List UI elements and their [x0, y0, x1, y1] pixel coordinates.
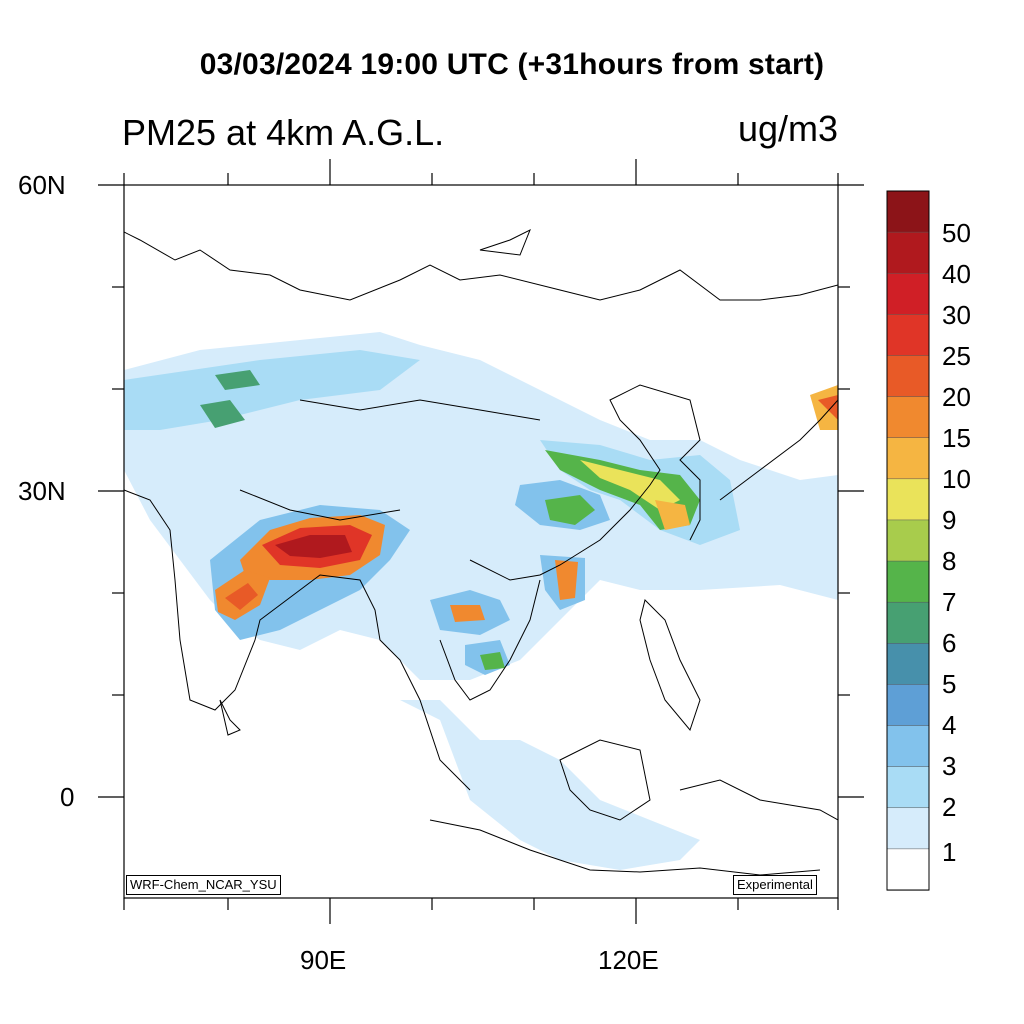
lat-label-30n: 30N	[18, 476, 66, 506]
lon-label-120e: 120E	[598, 945, 659, 975]
legend-swatch	[886, 766, 930, 809]
legend-swatch	[886, 725, 930, 768]
legend-swatch	[886, 231, 930, 274]
legend-swatch	[886, 314, 930, 357]
legend-label: 4	[942, 710, 957, 740]
units-label: ug/m3	[737, 108, 838, 149]
legend-swatch	[886, 684, 930, 727]
variable-label: PM25 at 4km A.G.L.	[122, 112, 445, 153]
legend-swatch	[886, 355, 930, 398]
legend-label: 25	[942, 341, 971, 371]
legend-label: 10	[942, 464, 971, 494]
legend-swatch	[886, 478, 930, 521]
lon-label-90e: 90E	[300, 945, 347, 975]
lat-label-60n: 60N	[18, 170, 66, 200]
experimental-label: Experimental	[733, 875, 817, 895]
legend-label: 40	[942, 259, 971, 289]
legend-swatch	[886, 807, 930, 850]
model-label: WRF-Chem_NCAR_YSU	[126, 875, 281, 895]
coastlines	[124, 228, 838, 876]
legend-swatch	[886, 601, 930, 644]
legend-label: 8	[942, 546, 957, 576]
legend-label: 30	[942, 300, 971, 330]
legend-label: 6	[942, 628, 957, 658]
legend-label: 7	[942, 587, 957, 617]
legend-swatch	[886, 437, 930, 480]
legend-swatch	[886, 190, 930, 233]
legend-label: 2	[942, 792, 957, 822]
legend-label: 5	[942, 669, 957, 699]
tick-marks	[98, 159, 864, 924]
legend-label: 50	[942, 218, 971, 248]
legend-label: 3	[942, 751, 957, 781]
legend-swatch	[886, 560, 930, 603]
legend-label: 9	[942, 505, 957, 535]
legend-label: 1	[942, 837, 957, 867]
map-title: 03/03/2024 19:00 UTC (+31hours from star…	[199, 48, 825, 81]
lat-label-0: 0	[60, 782, 75, 812]
legend-label: 15	[942, 423, 971, 453]
legend-swatch	[886, 396, 930, 439]
legend-label: 20	[942, 382, 971, 412]
pm25-field	[124, 332, 838, 870]
legend-swatch	[886, 643, 930, 686]
legend-swatch	[886, 272, 930, 316]
legend-swatch	[886, 519, 930, 562]
legend-colorbar	[886, 190, 930, 891]
plot-frame	[123, 184, 839, 899]
legend-frame	[886, 190, 930, 891]
legend-swatch	[886, 848, 930, 891]
